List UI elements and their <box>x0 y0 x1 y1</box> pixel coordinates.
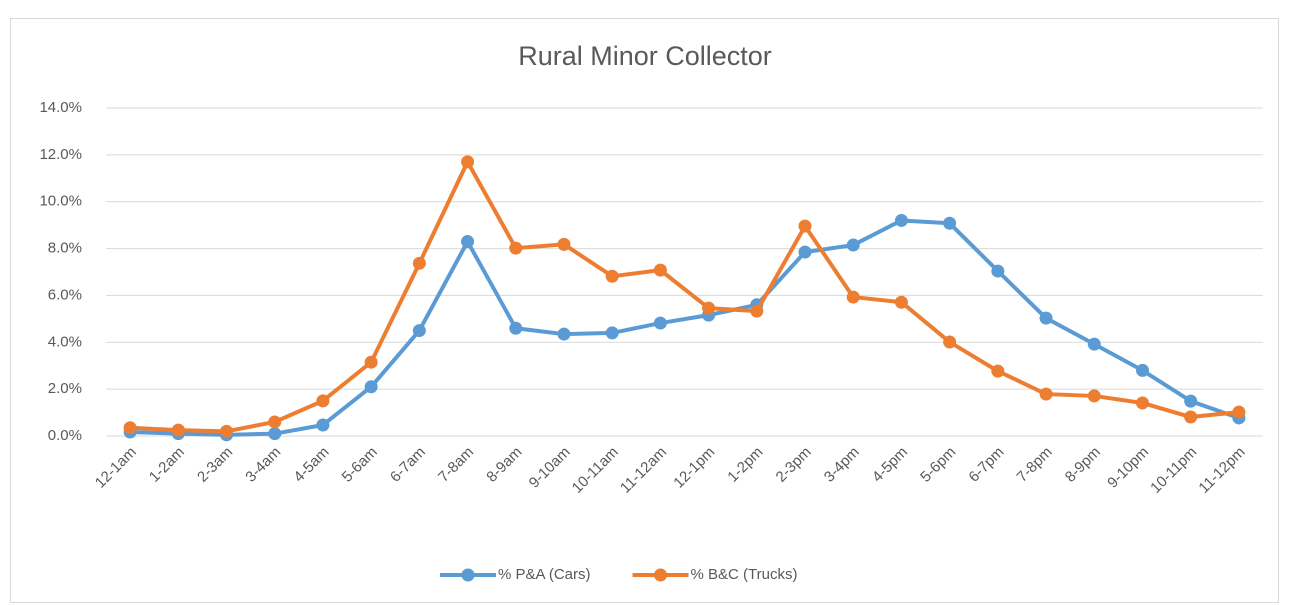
y-tick-label: 4.0% <box>48 333 82 350</box>
y-tick-label: 12.0% <box>39 146 82 163</box>
legend-marker <box>654 568 668 582</box>
series-line <box>130 218 1240 437</box>
data-point <box>557 237 571 251</box>
y-tick-label: 8.0% <box>48 240 82 257</box>
data-point <box>364 380 378 394</box>
y-tick-label: 14.0% <box>39 99 82 116</box>
data-point <box>557 327 571 341</box>
data-point <box>846 290 860 304</box>
series-line <box>130 159 1240 434</box>
y-tick-label: 0.0% <box>48 427 82 444</box>
data-point <box>220 424 234 438</box>
chart-frame <box>10 18 1279 603</box>
data-point <box>412 324 426 338</box>
data-point <box>1232 405 1246 419</box>
data-point <box>605 326 619 340</box>
data-point <box>894 295 908 309</box>
y-tick-label: 10.0% <box>39 193 82 210</box>
data-point <box>1184 410 1198 424</box>
data-point <box>1087 337 1101 351</box>
data-point <box>509 241 523 255</box>
data-point <box>364 355 378 369</box>
data-point <box>798 245 812 259</box>
data-point <box>461 155 475 169</box>
chart-title: Rural Minor Collector <box>518 41 772 71</box>
data-point <box>1087 389 1101 403</box>
data-point <box>702 301 716 315</box>
data-point <box>943 216 957 230</box>
data-point <box>316 394 330 408</box>
data-point <box>1184 394 1198 408</box>
legend-marker <box>461 568 475 582</box>
data-point <box>846 238 860 252</box>
data-point <box>412 256 426 270</box>
y-tick-label: 6.0% <box>48 286 82 303</box>
data-point <box>1039 311 1053 325</box>
data-point <box>316 418 330 432</box>
data-point <box>653 263 667 277</box>
data-point <box>943 335 957 349</box>
data-point <box>798 219 812 233</box>
data-point <box>1135 396 1149 410</box>
y-tick-label: 2.0% <box>48 380 82 397</box>
data-point <box>509 321 523 335</box>
data-point <box>268 415 282 429</box>
data-point <box>653 316 667 330</box>
legend: % P&A (Cars) % B&C (Trucks) <box>440 566 797 583</box>
legend-label: % P&A (Cars) <box>498 566 591 583</box>
data-point <box>268 427 282 441</box>
data-point <box>991 364 1005 378</box>
data-point <box>1039 387 1053 401</box>
data-point <box>894 213 908 227</box>
legend-label: % B&C (Trucks) <box>691 566 798 583</box>
data-point <box>461 235 475 249</box>
data-point <box>171 423 185 437</box>
data-point <box>123 421 137 435</box>
data-point <box>991 264 1005 278</box>
data-point <box>1135 363 1149 377</box>
data-point <box>750 304 764 318</box>
data-point <box>605 269 619 283</box>
